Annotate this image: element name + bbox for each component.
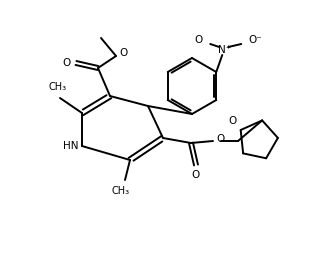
Text: O: O xyxy=(216,134,224,144)
Text: O: O xyxy=(192,170,200,180)
Text: CH₃: CH₃ xyxy=(49,82,67,92)
Text: O⁻: O⁻ xyxy=(248,35,262,45)
Text: O: O xyxy=(228,116,237,126)
Text: HN: HN xyxy=(62,141,78,151)
Text: O: O xyxy=(119,48,127,58)
Text: CH₃: CH₃ xyxy=(112,186,130,196)
Text: O: O xyxy=(194,35,202,45)
Text: O: O xyxy=(63,58,71,68)
Text: N⁺: N⁺ xyxy=(218,45,231,55)
